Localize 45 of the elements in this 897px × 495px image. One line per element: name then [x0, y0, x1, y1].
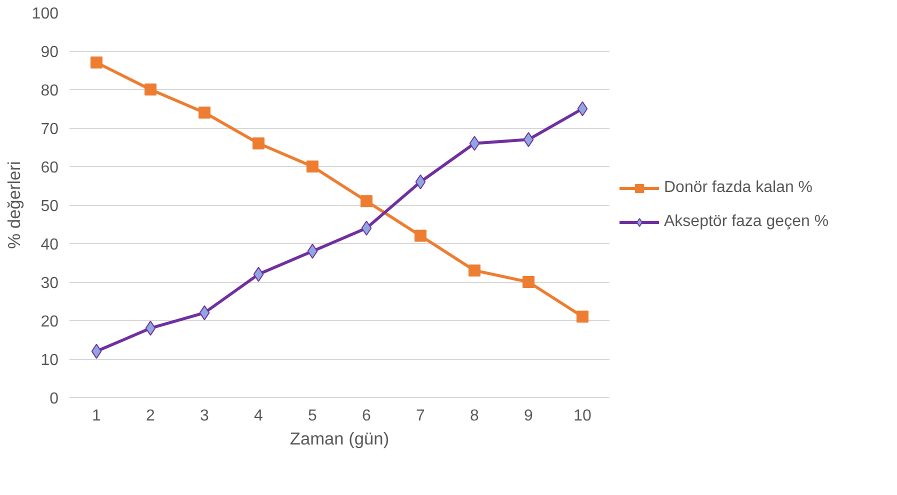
- x-tick-label: 8: [470, 408, 480, 424]
- y-tick-label: 30: [40, 275, 59, 292]
- point: [415, 174, 426, 190]
- point: [576, 310, 588, 323]
- point: [414, 230, 426, 242]
- point: [145, 320, 156, 336]
- y-tick-label: 40: [40, 236, 59, 254]
- point: [199, 305, 210, 320]
- x-tick-label: 10: [574, 408, 592, 424]
- point: [144, 84, 156, 96]
- point: [306, 160, 318, 172]
- point: [90, 56, 102, 69]
- point: [252, 137, 264, 150]
- point: [91, 344, 102, 359]
- point: [253, 266, 264, 282]
- point: [523, 132, 534, 148]
- y-tick-label: 0: [50, 390, 59, 408]
- x-tick-label: 6: [362, 408, 372, 424]
- point: [522, 276, 534, 288]
- y-axis-title: % değerleri: [4, 161, 24, 249]
- point: [198, 106, 210, 119]
- y-tick-label: 60: [40, 160, 59, 176]
- y-tick-label: 20: [40, 314, 59, 330]
- y-tick-label: 50: [40, 198, 59, 215]
- legend-label: Donör fazda kalan %: [664, 178, 813, 196]
- point: [361, 220, 372, 236]
- point: [307, 244, 318, 259]
- x-tick-label: 9: [524, 408, 534, 424]
- point: [360, 195, 372, 208]
- y-tick-label: 70: [40, 121, 59, 138]
- y-tick-label: 10: [40, 352, 59, 369]
- x-tick-label: 4: [254, 408, 264, 424]
- x-tick-label: 5: [308, 408, 318, 424]
- y-tick-label: 90: [40, 44, 59, 61]
- point: [469, 136, 480, 151]
- x-tick-label: 1: [92, 408, 102, 424]
- y-tick-label: 80: [40, 82, 59, 100]
- y-tick-label: 100: [32, 6, 59, 22]
- x-tick-label: 7: [416, 408, 426, 424]
- point: [468, 264, 480, 276]
- legend-label: Akseptör faza geçen %: [664, 212, 829, 230]
- x-tick-label: 3: [200, 408, 210, 424]
- point: [577, 101, 588, 116]
- x-axis-title: Zaman (gün): [290, 428, 390, 448]
- x-tick-label: 2: [146, 408, 156, 424]
